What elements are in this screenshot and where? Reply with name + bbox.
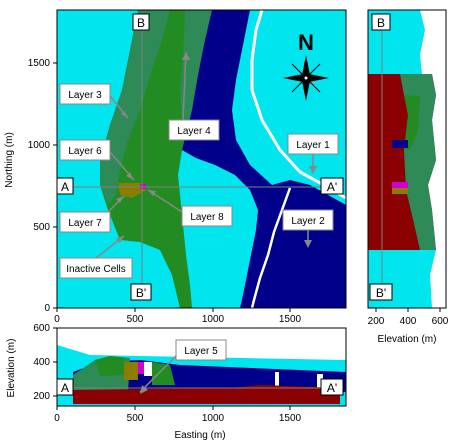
plan-y-tick-1500: 1500 <box>28 58 51 69</box>
section-a-x-tick-500: 500 <box>127 413 144 424</box>
section-a-y-tick-600: 600 <box>33 323 50 334</box>
svg-text:Layer 4: Layer 4 <box>177 126 211 137</box>
layer-3-outcrop <box>100 10 170 205</box>
section-a-layer-7 <box>124 362 138 380</box>
marker-a-box <box>56 177 74 195</box>
section-b-x-axis-label: Elevation (m) <box>378 334 437 345</box>
plan-y-tick-1000: 1000 <box>28 140 51 151</box>
plan-x-ticks <box>56 308 291 312</box>
marker-b-box <box>132 13 150 31</box>
plan-y-tick-500: 500 <box>33 222 50 233</box>
section-a-layer-5 <box>73 385 340 404</box>
marker-a: A <box>61 180 69 194</box>
section-a-marker-a-prime-box <box>320 378 344 396</box>
callout-layer-1: Layer 1 <box>287 133 339 174</box>
section-b-marker-b-prime-box <box>369 283 393 301</box>
plan-view-panel: 0 500 1000 1500 Northing (m) N B B' <box>4 9 347 314</box>
svg-text:Layer 1: Layer 1 <box>296 140 330 151</box>
callout-inactive-cells: Inactive Cells <box>59 235 133 279</box>
plan-y-tick-0: 0 <box>44 303 50 314</box>
section-a-y-axis-label: Elevation (m) <box>6 339 17 398</box>
marker-b-prime: B' <box>136 286 146 300</box>
section-b-x-tick-600: 600 <box>432 316 449 327</box>
plan-frame <box>56 9 347 309</box>
svg-text:Layer 8: Layer 8 <box>190 212 224 223</box>
section-a-layer-4 <box>95 356 125 376</box>
callout-layer-2: Layer 2 <box>282 209 334 248</box>
svg-text:Layer 5: Layer 5 <box>184 346 218 357</box>
section-b-marker-b-box <box>371 13 391 31</box>
section-b-layer-4 <box>404 95 420 150</box>
section-b-layer-8 <box>392 182 408 188</box>
section-a-x-tick-0: 0 <box>54 413 60 424</box>
layer-3-east-outcrop <box>180 10 212 130</box>
section-a-stream-gap-3 <box>317 374 323 388</box>
section-a-layer-8 <box>138 362 144 374</box>
marker-b-prime-box <box>130 283 152 301</box>
section-a-y-tick-400: 400 <box>33 357 50 368</box>
section-a-x-tick-1000: 1000 <box>202 413 225 424</box>
section-b-layer-1 <box>392 140 408 148</box>
callout-layer-8: Layer 8 <box>147 189 233 227</box>
plan-x-tick-500: 500 <box>127 314 144 325</box>
marker-a-prime-box <box>320 177 344 195</box>
section-a-x-tick-1500: 1500 <box>279 413 302 424</box>
section-b-frame <box>367 9 447 309</box>
callout-layer-6: Layer 6 <box>59 139 135 181</box>
svg-text:Layer 3: Layer 3 <box>68 90 102 101</box>
north-label: N <box>298 30 314 55</box>
callout-layer-3: Layer 3 <box>59 83 129 119</box>
section-a-layer-6 <box>152 362 175 385</box>
section-a-marker-a-box <box>56 378 74 396</box>
section-b-panel: B B' 200 400 600 Elevation (m) <box>367 9 449 345</box>
section-a-y-tick-200: 200 <box>33 391 50 402</box>
section-a-stream-gap-1 <box>144 362 152 376</box>
svg-text:Layer 6: Layer 6 <box>68 146 102 157</box>
callout-layer-5: Layer 5 <box>139 339 227 394</box>
section-b-marker-b-prime: B' <box>376 286 386 300</box>
north-arrow-icon <box>283 55 329 101</box>
section-a-x-axis-label: Easting (m) <box>174 430 225 441</box>
callout-layer-4: Layer 4 <box>168 51 220 141</box>
section-b-x-tick-200: 200 <box>368 316 385 327</box>
marker-a-prime: A' <box>327 180 337 194</box>
svg-text:Layer 2: Layer 2 <box>291 216 325 227</box>
callout-layer-7: Layer 7 <box>59 195 125 233</box>
marker-b: B <box>137 16 145 30</box>
plan-x-tick-1500: 1500 <box>279 314 302 325</box>
section-a-marker-a-prime: A' <box>327 381 337 395</box>
plan-y-ticks: 0 500 1000 1500 <box>28 58 57 314</box>
section-a-panel: A A' Layer 5 200 400 600 Elevation (m) 0… <box>6 323 347 441</box>
plan-x-tick-1000: 1000 <box>202 314 225 325</box>
section-a-stream-gap-2 <box>275 372 279 386</box>
section-a-marker-a: A <box>61 381 69 395</box>
section-b-marker-b: B <box>377 16 385 30</box>
section-b-layer-7 <box>392 188 408 194</box>
plan-x-tick-0: 0 <box>54 314 60 325</box>
stream-upper <box>250 9 347 200</box>
section-b-x-tick-400: 400 <box>400 316 417 327</box>
svg-text:Layer 7: Layer 7 <box>68 218 102 229</box>
svg-text:Inactive Cells: Inactive Cells <box>66 264 125 275</box>
plan-y-axis-label: Northing (m) <box>4 132 15 188</box>
stream-lower <box>250 187 292 309</box>
section-a-frame <box>56 327 347 407</box>
